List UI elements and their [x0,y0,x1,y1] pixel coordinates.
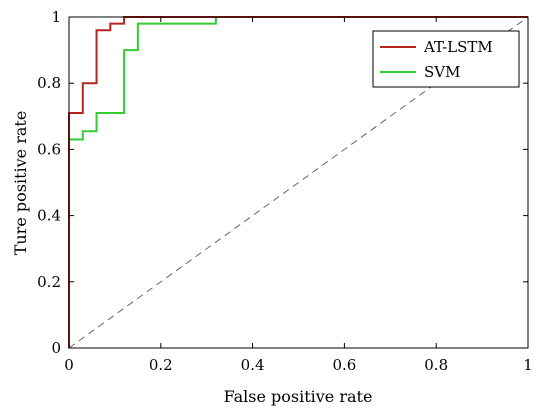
x-tick-label: 0.6 [332,356,356,374]
x-tick-label: 1 [523,356,533,374]
y-tick-label: 0.8 [37,74,61,92]
x-tick-label: 0.4 [241,356,265,374]
plot-frame [68,16,529,349]
legend: AT-LSTM SVM [372,30,520,88]
x-tick-label: 0.2 [149,356,173,374]
x-tick-label: 0.8 [424,356,448,374]
y-axis-label: Ture positive rate [11,111,30,256]
y-tick-label: 1 [51,8,61,26]
y-tick-label: 0.6 [37,140,61,158]
series-line-svm [68,16,528,348]
legend-label-svm: SVM [424,63,460,81]
legend-label-at-lstm: AT-LSTM [423,38,493,56]
y-tick-label: 0 [51,339,61,357]
y-tick-label: 0.4 [37,207,61,225]
legend-box [372,30,520,88]
y-tick-label: 0.2 [37,273,61,291]
x-tick-label: 0 [64,356,74,374]
x-axis-label: False positive rate [224,387,373,406]
